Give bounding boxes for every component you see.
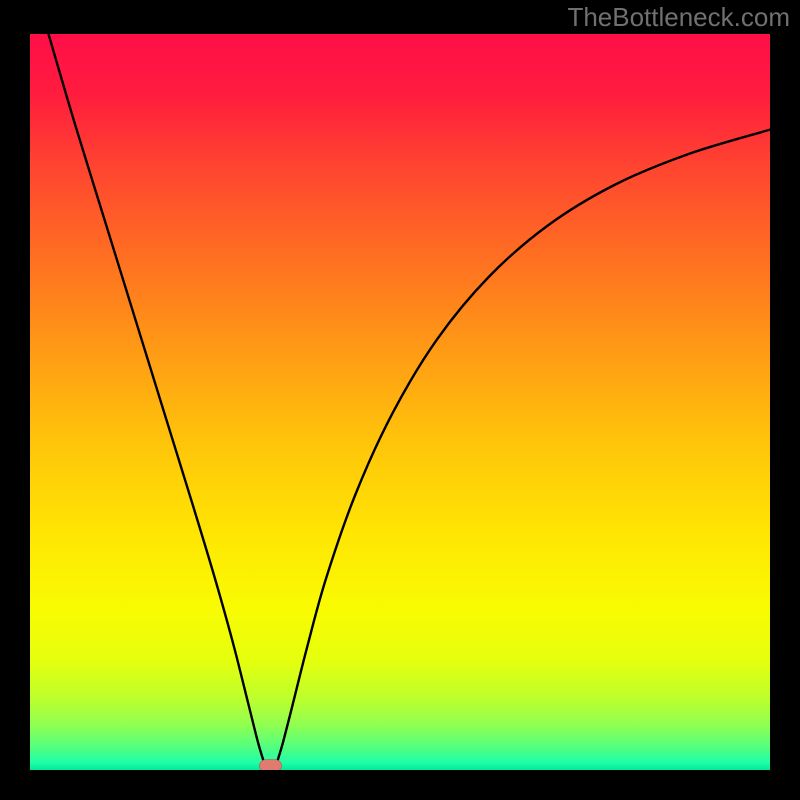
- bottleneck-chart: [30, 34, 770, 770]
- gradient-background: [30, 34, 770, 770]
- minimum-marker: [259, 760, 281, 770]
- watermark-text: TheBottleneck.com: [567, 2, 790, 33]
